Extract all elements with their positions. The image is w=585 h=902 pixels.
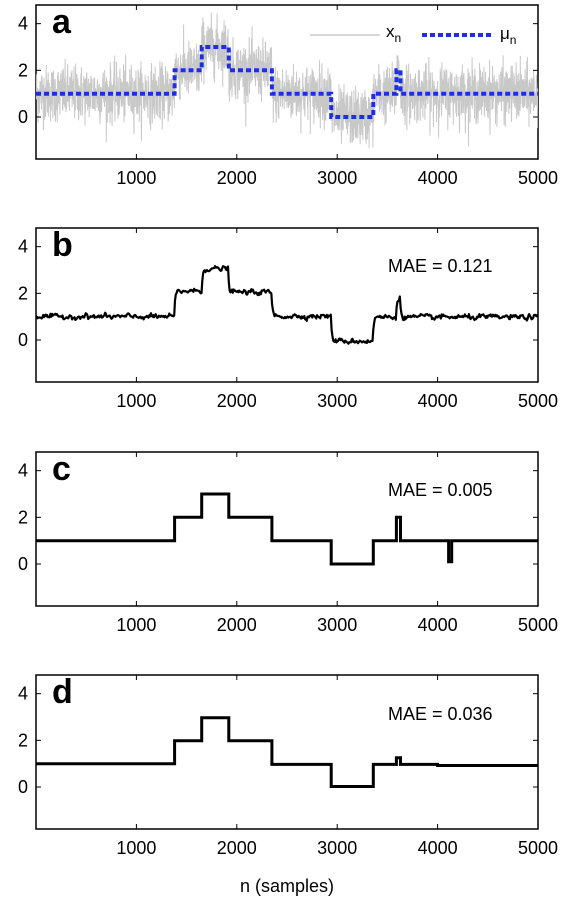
panel-a-xticks: 1000 2000 3000 4000 5000	[116, 5, 558, 188]
panel-d-plot	[36, 716, 538, 788]
panel-b-label: b	[52, 226, 73, 264]
series-mu-line	[36, 45, 538, 119]
panel-a-clip-group	[36, 12, 538, 149]
x-tick-label: 4000	[418, 391, 458, 411]
x-tick-label: 3000	[317, 391, 357, 411]
legend-x-label: xn	[386, 22, 401, 45]
x-tick-label: 5000	[518, 391, 558, 411]
panel-c-yticks: 0 2 4	[18, 461, 538, 574]
y-tick-label: 2	[18, 507, 28, 527]
y-tick-label: 2	[18, 60, 28, 80]
panel-d: d MAE = 0.036 1000 2000 3000 4000 5000 0 2 4 n…	[18, 673, 558, 896]
x-tick-label: 2000	[217, 168, 257, 188]
y-tick-label: 4	[18, 14, 28, 34]
x-tick-label: 4000	[418, 838, 458, 858]
x-axis-label: n (samples)	[240, 876, 334, 896]
panel-a-plot	[36, 12, 538, 149]
y-tick-label: 2	[18, 730, 28, 750]
panel-d-frame	[35, 674, 539, 830]
legend-mu-label: μn	[500, 24, 516, 47]
x-tick-label: 3000	[317, 168, 357, 188]
x-tick-label: 5000	[518, 838, 558, 858]
x-tick-label: 2000	[217, 615, 257, 635]
panel-c: c MAE = 0.005 1000 2000 3000 4000 5000 0 2 4	[18, 450, 558, 635]
panel-b-mae: MAE = 0.121	[388, 256, 493, 276]
panel-b-estimate-line	[36, 265, 538, 345]
x-tick-label: 5000	[518, 168, 558, 188]
y-tick-label: 4	[18, 461, 28, 481]
panel-c-clip-group	[36, 492, 538, 566]
y-tick-label: 0	[18, 554, 28, 574]
panel-c-xticks: 1000 2000 3000 4000 5000	[116, 452, 558, 635]
panel-c-estimate-line	[36, 492, 538, 566]
panel-a-legend: xn μn	[310, 22, 516, 47]
panel-a-label: a	[52, 3, 72, 41]
panel-c-label: c	[52, 450, 71, 488]
panel-c-plot	[36, 492, 538, 566]
x-tick-label: 4000	[418, 168, 458, 188]
panel-d-xticks: 1000 2000 3000 4000 5000	[116, 675, 558, 858]
y-tick-label: 0	[18, 777, 28, 797]
x-tick-label: 2000	[217, 391, 257, 411]
y-tick-label: 0	[18, 330, 28, 350]
panel-d-mae: MAE = 0.036	[388, 704, 493, 724]
panel-b: b MAE = 0.121 1000 2000 3000 4000 5000 0 2 4	[18, 226, 558, 411]
x-tick-label: 1000	[116, 168, 156, 188]
panel-b-xticks: 1000 2000 3000 4000 5000	[116, 228, 558, 411]
x-tick-label: 4000	[418, 615, 458, 635]
x-tick-label: 3000	[317, 838, 357, 858]
x-tick-label: 2000	[217, 838, 257, 858]
panel-c-frame	[35, 451, 539, 607]
panel-b-plot	[36, 265, 538, 345]
x-tick-label: 1000	[116, 615, 156, 635]
panel-a: a xn μn 1000 2000 3000 4000 5000 0 2 4	[18, 3, 558, 188]
series-x-signal-line	[36, 12, 538, 149]
y-tick-label: 0	[18, 107, 28, 127]
panel-d-label: d	[52, 673, 73, 711]
x-tick-label: 5000	[518, 615, 558, 635]
y-tick-label: 4	[18, 684, 28, 704]
y-tick-label: 2	[18, 283, 28, 303]
y-tick-label: 4	[18, 237, 28, 257]
x-tick-label: 3000	[317, 615, 357, 635]
panel-b-frame	[35, 227, 539, 383]
panel-c-mae: MAE = 0.005	[388, 480, 493, 500]
x-tick-label: 1000	[116, 838, 156, 858]
panel-b-clip-group	[36, 265, 538, 345]
panel-b-yticks: 0 2 4	[18, 237, 538, 350]
panel-d-yticks: 0 2 4	[18, 684, 538, 797]
panel-d-clip-group	[36, 716, 538, 788]
x-tick-label: 1000	[116, 391, 156, 411]
panel-a-yticks: 0 2 4	[18, 14, 538, 127]
panel-d-estimate-line	[36, 716, 538, 788]
